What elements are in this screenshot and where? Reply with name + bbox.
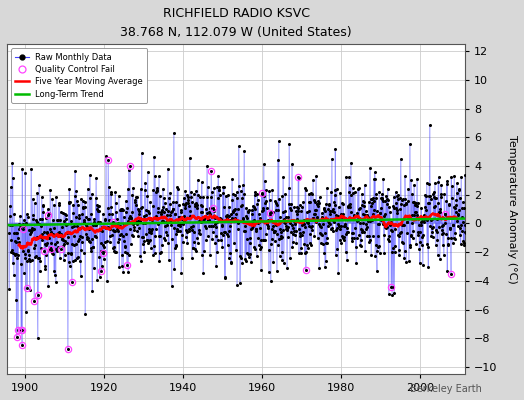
- Text: Berkeley Earth: Berkeley Earth: [410, 384, 482, 394]
- Y-axis label: Temperature Anomaly (°C): Temperature Anomaly (°C): [507, 135, 517, 284]
- Title: RICHFIELD RADIO KSVC
38.768 N, 112.079 W (United States): RICHFIELD RADIO KSVC 38.768 N, 112.079 W…: [121, 7, 352, 39]
- Legend: Raw Monthly Data, Quality Control Fail, Five Year Moving Average, Long-Term Tren: Raw Monthly Data, Quality Control Fail, …: [11, 48, 147, 103]
